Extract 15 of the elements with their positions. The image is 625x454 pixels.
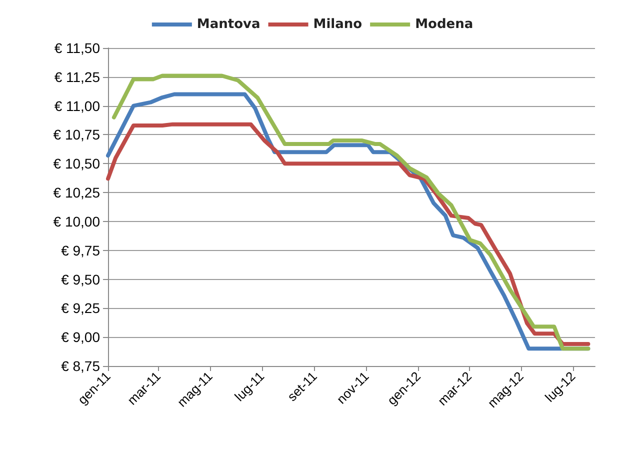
y-tick-label: € 10,25 [53, 184, 100, 201]
y-tick-label: € 10,50 [53, 156, 100, 172]
legend-label: Milano [313, 17, 362, 32]
y-tick-label: € 11,00 [54, 98, 100, 114]
y-tick-label: € 8,75 [61, 358, 100, 374]
y-tick-label: € 9,75 [61, 242, 100, 258]
y-tick-label: € 10,00 [53, 213, 100, 230]
y-tick-label: € 9,00 [61, 329, 100, 346]
legend-label: Mantova [196, 17, 260, 32]
legend-label: Modena [415, 17, 474, 32]
y-tick-label: € 9,25 [61, 300, 100, 316]
y-tick-label: € 10,75 [53, 126, 100, 143]
y-tick-label: € 9,50 [61, 271, 100, 288]
y-tick-label: € 11,25 [54, 68, 100, 85]
y-tick-label: € 11,50 [54, 40, 100, 56]
